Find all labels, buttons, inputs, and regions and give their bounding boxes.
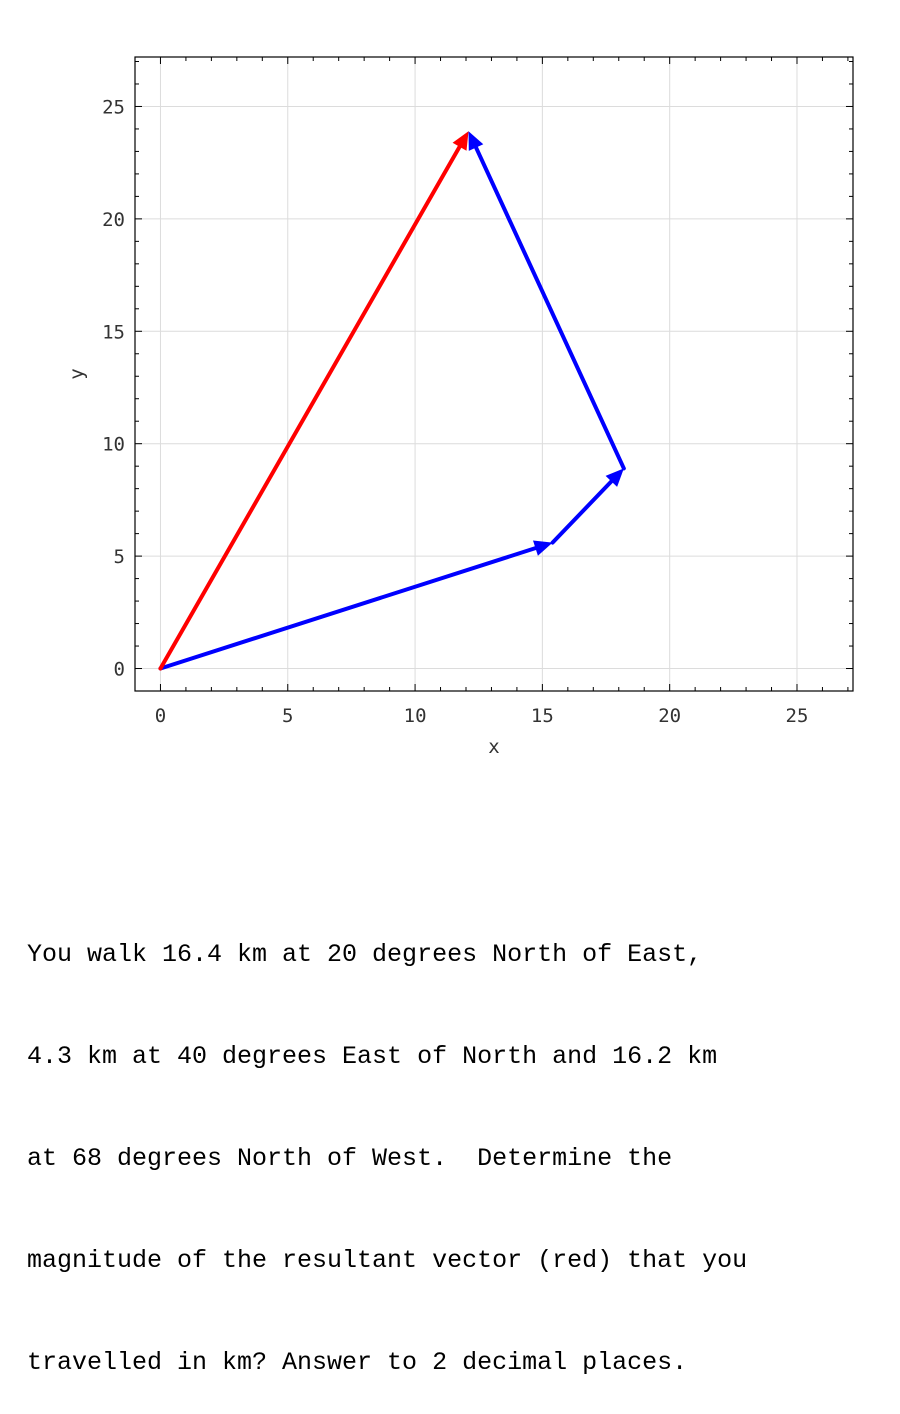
vectors	[158, 131, 626, 671]
x-axis-label: x	[488, 736, 499, 758]
vector-shaft	[158, 546, 538, 671]
grid	[135, 57, 853, 691]
y-tick-label: 20	[102, 209, 125, 231]
question-line: You walk 16.4 km at 20 degrees North of …	[27, 940, 703, 969]
vector-arrowhead	[468, 131, 484, 151]
vector-arrowhead	[533, 540, 553, 556]
vector-shaft	[550, 479, 614, 545]
x-tick-label: 0	[155, 705, 166, 727]
vector-plot: 0 5 10 15 20 25 0 5 10 15 20 25 x y	[66, 56, 854, 758]
vector-shaft	[158, 144, 462, 671]
x-tick-label: 5	[282, 705, 293, 727]
question-line: magnitude of the resultant vector (red) …	[27, 1246, 748, 1275]
question-line: 4.3 km at 40 degrees East of North and 1…	[27, 1042, 718, 1071]
x-tick-label: 10	[404, 705, 427, 727]
x-tick-label: 20	[658, 705, 681, 727]
tick-labels: 0 5 10 15 20 25 0 5 10 15 20 25	[102, 96, 808, 727]
y-tick-label: 0	[114, 659, 125, 681]
y-tick-label: 15	[102, 321, 125, 343]
y-tick-label: 5	[114, 546, 125, 568]
question-text: You walk 16.4 km at 20 degrees North of …	[27, 870, 887, 1414]
y-tick-label: 10	[102, 434, 125, 456]
vector-shaft	[474, 145, 626, 471]
vector-arrowhead	[452, 131, 469, 151]
x-tick-label: 25	[786, 705, 809, 727]
x-tick-label: 15	[531, 705, 554, 727]
y-axis-label: y	[66, 368, 88, 379]
y-tick-label: 25	[102, 96, 125, 118]
vector-arrowhead	[605, 468, 624, 487]
ticks	[134, 57, 853, 692]
question-line: at 68 degrees North of West. Determine t…	[27, 1144, 673, 1173]
question-line: travelled in km? Answer to 2 decimal pla…	[27, 1348, 688, 1377]
plot-frame	[134, 56, 854, 692]
